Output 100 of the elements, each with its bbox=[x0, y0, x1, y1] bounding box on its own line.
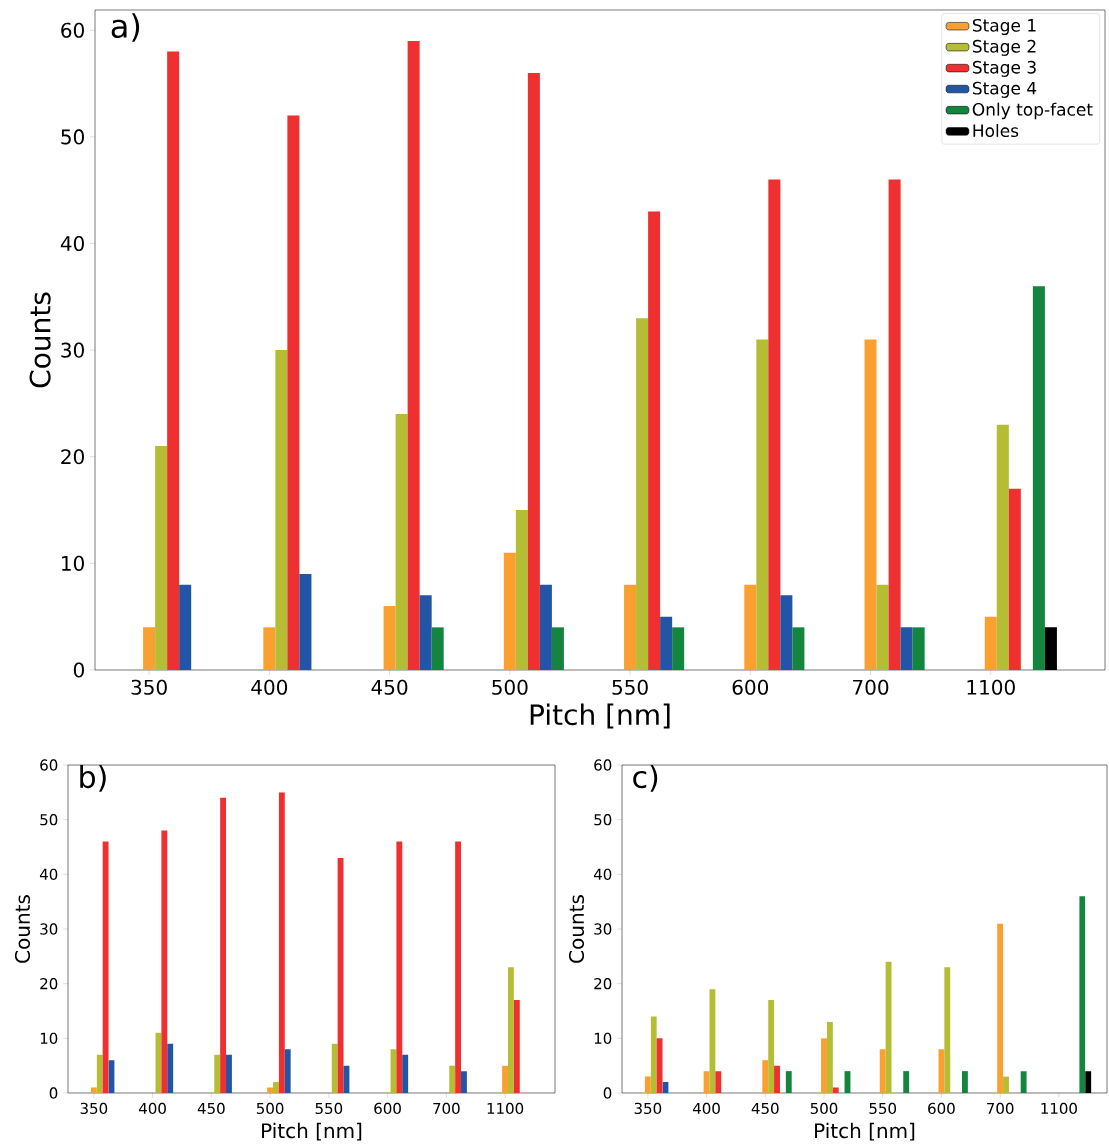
bar bbox=[660, 616, 673, 670]
bar bbox=[876, 584, 889, 670]
bar bbox=[461, 1071, 467, 1093]
x-tick-label: 700 bbox=[853, 679, 889, 695]
x-tick-label: 600 bbox=[374, 1102, 401, 1115]
bar bbox=[515, 510, 528, 670]
chart-title: a) bbox=[111, 13, 140, 42]
bar bbox=[744, 584, 757, 670]
bar bbox=[864, 339, 877, 670]
y-tick-label: 40 bbox=[39, 868, 58, 880]
bar bbox=[96, 1054, 103, 1093]
y-tick-label: 10 bbox=[40, 1032, 58, 1044]
bar bbox=[455, 841, 462, 1093]
x-tick-label: 550 bbox=[869, 1102, 897, 1115]
y-tick-label: 0 bbox=[73, 662, 84, 678]
y-tick-label: 50 bbox=[61, 129, 84, 145]
bar bbox=[273, 1082, 279, 1093]
x-tick-label: 600 bbox=[928, 1102, 955, 1115]
x-tick-label: 450 bbox=[197, 1102, 225, 1115]
x-tick-label: 1100 bbox=[967, 679, 1015, 695]
legend-label: Stage 4 bbox=[972, 81, 1037, 98]
y-tick-label: 30 bbox=[40, 923, 58, 935]
bar bbox=[383, 606, 396, 670]
bar bbox=[785, 1071, 792, 1093]
bar bbox=[709, 989, 716, 1093]
bar bbox=[275, 350, 288, 670]
bar bbox=[263, 627, 276, 670]
x-axis-title: Pitch [nm] bbox=[815, 1122, 915, 1141]
x-tick-label: 600 bbox=[732, 679, 769, 695]
bar bbox=[226, 1054, 232, 1093]
x-tick-label: 550 bbox=[612, 679, 648, 695]
bar bbox=[821, 1038, 827, 1093]
bar bbox=[419, 595, 432, 670]
x-tick-label: 500 bbox=[810, 1102, 838, 1115]
bar bbox=[214, 1054, 221, 1093]
bar bbox=[299, 574, 312, 670]
legend-label: Stage 1 bbox=[972, 18, 1036, 36]
x-tick-label: 1100 bbox=[487, 1102, 524, 1115]
chart-title: c) bbox=[633, 764, 658, 792]
x-tick-label: 400 bbox=[251, 679, 288, 695]
bar bbox=[900, 627, 913, 670]
bar bbox=[402, 1054, 409, 1093]
bar bbox=[912, 627, 925, 670]
bar bbox=[90, 1087, 97, 1093]
bar bbox=[287, 115, 300, 670]
legend-label: Stage 3 bbox=[972, 60, 1036, 77]
bar bbox=[997, 923, 1004, 1093]
x-tick-label: 550 bbox=[315, 1102, 343, 1115]
x-tick-label: 350 bbox=[80, 1102, 108, 1115]
bar bbox=[644, 1076, 651, 1093]
y-axis-title: Counts bbox=[568, 895, 585, 963]
bar bbox=[167, 51, 180, 670]
bar bbox=[672, 627, 685, 670]
y-tick-label: 10 bbox=[62, 555, 84, 571]
bar bbox=[826, 1021, 833, 1093]
y-tick-label: 20 bbox=[40, 978, 58, 990]
y-tick-label: 60 bbox=[594, 759, 612, 771]
bar bbox=[996, 424, 1009, 670]
y-tick-label: 60 bbox=[61, 22, 84, 38]
bar bbox=[513, 1000, 520, 1093]
x-tick-label: 400 bbox=[692, 1102, 720, 1115]
bar bbox=[539, 584, 552, 670]
bar bbox=[888, 179, 901, 670]
bar bbox=[431, 627, 444, 670]
x-tick-label: 700 bbox=[433, 1102, 460, 1115]
bar bbox=[395, 414, 408, 670]
x-tick-label: 350 bbox=[634, 1102, 662, 1115]
x-tick-label: 350 bbox=[131, 679, 167, 695]
bar bbox=[503, 552, 516, 670]
bar bbox=[1079, 896, 1086, 1093]
bar bbox=[167, 1043, 174, 1093]
y-tick-label: 20 bbox=[61, 449, 84, 465]
bar bbox=[1008, 488, 1021, 670]
bar bbox=[1020, 1071, 1027, 1093]
bar bbox=[278, 792, 285, 1093]
bar bbox=[762, 1060, 769, 1093]
x-tick-label: 500 bbox=[256, 1102, 284, 1115]
x-tick-label: 400 bbox=[139, 1102, 166, 1115]
bar bbox=[502, 1065, 509, 1093]
y-axis-title: Counts bbox=[14, 895, 31, 963]
bar bbox=[267, 1087, 274, 1093]
bar bbox=[1003, 1076, 1009, 1093]
bar bbox=[624, 584, 637, 670]
x-axis-title: Pitch [nm] bbox=[530, 703, 670, 729]
x-tick-label: 1100 bbox=[1041, 1102, 1077, 1115]
bar bbox=[648, 211, 661, 670]
y-tick-label: 0 bbox=[49, 1087, 58, 1099]
bar bbox=[331, 1043, 338, 1093]
y-tick-label: 30 bbox=[61, 342, 84, 358]
bar bbox=[179, 584, 192, 670]
bar bbox=[220, 797, 227, 1093]
bar bbox=[768, 179, 781, 670]
legend-label: Only top-facet bbox=[972, 102, 1093, 120]
y-tick-label: 40 bbox=[60, 235, 84, 252]
bar bbox=[903, 1071, 910, 1093]
bar bbox=[161, 830, 168, 1093]
legend-label: Holes bbox=[973, 123, 1019, 138]
bar bbox=[832, 1087, 839, 1093]
bar bbox=[774, 1065, 780, 1093]
bar bbox=[938, 1049, 945, 1093]
